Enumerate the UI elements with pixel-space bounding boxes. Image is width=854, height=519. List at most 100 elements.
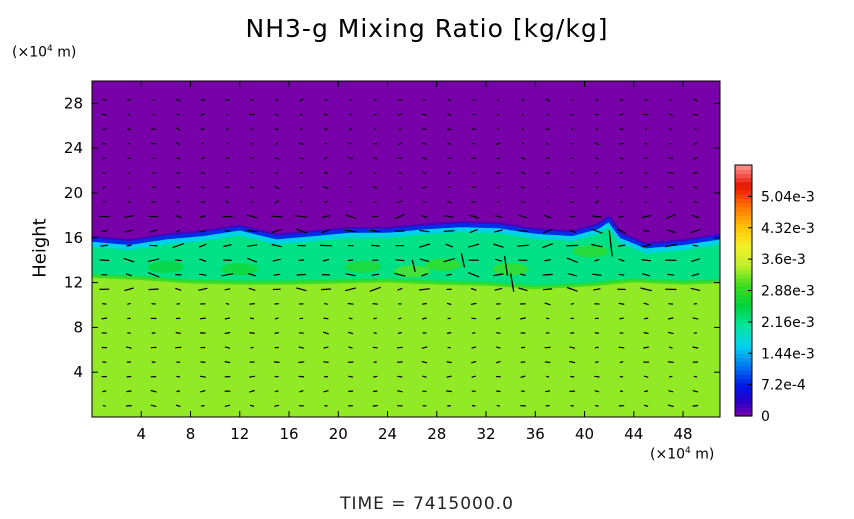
wind-vector-139 (249, 303, 255, 305)
wind-vector-1 (102, 390, 107, 393)
mixing-patch-4 (572, 245, 609, 258)
wind-vector-546 (693, 142, 697, 145)
x-tick-label-3: 16 (279, 425, 298, 443)
strong-vector-4 (411, 259, 416, 272)
x-tick-label-2: 12 (230, 425, 249, 443)
colorbar-label-7: 5.04e-3 (761, 189, 815, 205)
wind-vector-219 (324, 99, 328, 101)
colorbar-segment-5 (735, 390, 752, 396)
wind-vector-273 (394, 272, 406, 277)
wind-vector-393 (521, 128, 525, 131)
wind-vector-121 (223, 244, 232, 248)
wind-vector-32 (123, 257, 135, 263)
wind-vector-480 (619, 142, 624, 145)
wind-vector-208 (322, 258, 330, 262)
wind-vector-251 (371, 273, 380, 276)
wind-vector-80 (176, 200, 180, 204)
y-tick-label-1: 8 (73, 318, 83, 336)
wind-vector-248 (373, 317, 377, 320)
wind-vector-365 (494, 215, 503, 218)
colorbar-segment-38 (735, 252, 752, 258)
colorbar-segment-49 (735, 206, 752, 212)
wind-vector-178 (298, 375, 305, 378)
wind-vector-194 (298, 142, 304, 146)
wind-vector-521 (668, 186, 673, 189)
wind-vector-75 (174, 273, 182, 276)
wind-vector-321 (444, 215, 454, 218)
x-axis-unit: (×104 m) (650, 446, 715, 463)
wind-vector-197 (299, 98, 304, 102)
wind-vector-182 (299, 317, 304, 320)
wind-vector-115 (224, 331, 231, 335)
wind-vector-29 (127, 302, 131, 305)
wind-vector-58 (151, 201, 156, 203)
wind-vector-30 (124, 287, 134, 292)
wind-vector-244 (373, 375, 378, 378)
wind-vector-184 (296, 287, 307, 292)
wind-vector-466 (618, 346, 625, 349)
wind-vector-202 (323, 346, 329, 349)
wind-vector-97 (199, 273, 207, 276)
colorbar-segment-37 (735, 257, 752, 262)
wind-vector-108 (200, 112, 206, 117)
wind-vector-457 (595, 157, 599, 160)
wind-vector-528 (692, 404, 699, 407)
colorbar-label-3: 2.16e-3 (761, 315, 815, 331)
wind-vector-478 (619, 171, 624, 175)
colorbar-segment-55 (735, 181, 752, 187)
wind-vector-368 (496, 172, 501, 174)
y-tick-label-2: 12 (64, 274, 83, 292)
wind-vector-60 (152, 171, 156, 174)
wind-vector-515 (667, 273, 675, 276)
wind-vector-458 (594, 142, 600, 146)
wind-vector-491 (643, 302, 649, 306)
wind-vector-190 (300, 201, 303, 203)
wind-vector-132 (249, 404, 255, 407)
wind-vector-206 (320, 288, 331, 291)
wind-vector-313 (446, 332, 452, 334)
wind-vector-310 (446, 375, 452, 378)
wind-vector-468 (619, 317, 624, 320)
wind-vector-493 (641, 273, 651, 277)
wind-vector-471 (618, 273, 625, 276)
colorbar-segment-7 (735, 382, 752, 388)
colorbar-segment-22 (735, 319, 752, 325)
wind-vector-116 (224, 317, 231, 320)
wind-vector-53 (147, 271, 160, 278)
wind-vector-403 (544, 302, 551, 306)
x-tick-label-4: 20 (329, 425, 348, 443)
colorbar-segment-17 (735, 340, 752, 346)
wind-vector-534 (692, 317, 699, 320)
wind-vector-434 (570, 171, 574, 175)
wind-vector-101 (199, 215, 206, 219)
wind-vector-335 (472, 332, 476, 334)
mixing-patch-2 (424, 258, 461, 271)
wind-vector-380 (520, 317, 526, 320)
colorbar-segment-31 (735, 282, 752, 287)
wind-vector-297 (418, 243, 430, 248)
wind-vector-133 (249, 389, 255, 393)
wind-vector-38 (127, 171, 131, 174)
wind-vector-191 (299, 186, 303, 189)
wind-vector-204 (323, 317, 329, 320)
colorbar-segment-8 (735, 378, 752, 384)
wind-vector-257 (373, 186, 378, 189)
wind-vector-305 (422, 128, 427, 131)
wind-vector-342 (469, 228, 478, 234)
wind-vector-399 (544, 361, 551, 364)
y-tick-label-6: 28 (64, 94, 83, 112)
wind-vector-363 (493, 243, 504, 248)
wind-vector-437 (570, 128, 574, 131)
wind-vector-536 (690, 287, 701, 291)
wind-vector-488 (643, 346, 649, 349)
wind-vector-118 (224, 288, 231, 291)
wind-vector-525 (669, 128, 672, 131)
x-tick-label-8: 36 (526, 425, 545, 443)
colorbar-segment-58 (735, 169, 752, 174)
plot-frame (91, 80, 721, 418)
wind-vector-103 (201, 186, 205, 189)
wind-vector-486 (643, 375, 649, 378)
wind-vector-172 (275, 142, 279, 145)
wind-vector-303 (422, 156, 427, 160)
